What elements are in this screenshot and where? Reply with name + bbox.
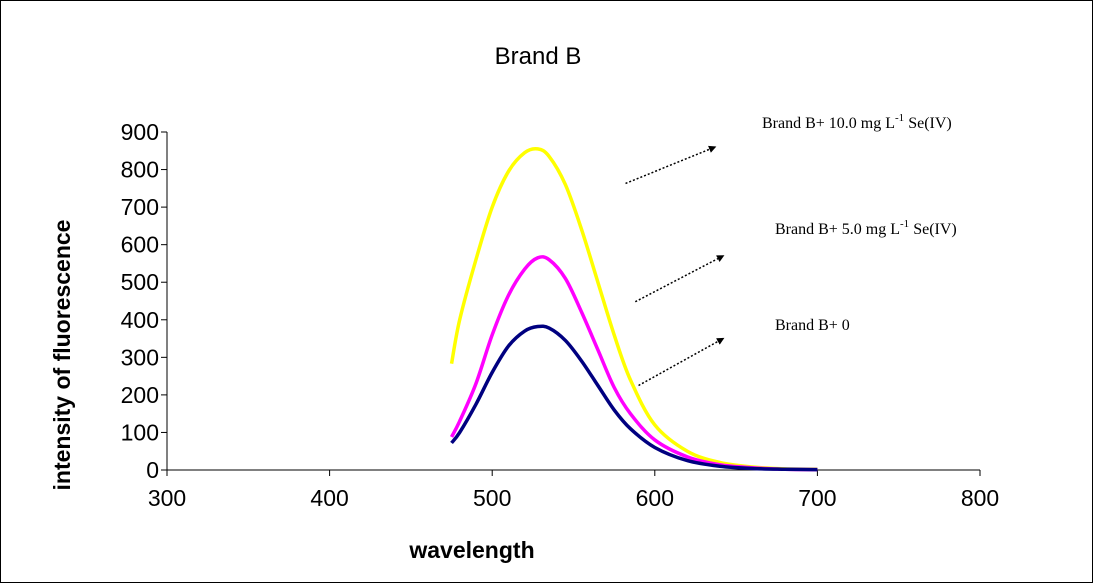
x-axis-label: wavelength bbox=[408, 537, 534, 563]
x-tick-label: 600 bbox=[636, 485, 674, 511]
y-tick-label: 400 bbox=[121, 307, 159, 333]
y-axis-label: intensity of fluorescence bbox=[49, 220, 75, 491]
x-tick-label: 300 bbox=[148, 485, 186, 511]
annotation-layer: Brand B+ 10.0 mg L-1 Se(IV) Brand B+ 5.0 … bbox=[625, 112, 957, 387]
y-tick-label: 0 bbox=[146, 457, 159, 483]
y-tick-label: 300 bbox=[121, 344, 159, 370]
y-tick-label: 800 bbox=[121, 157, 159, 183]
annotation-arrow-0 bbox=[625, 145, 717, 185]
series-line-1 bbox=[449, 255, 818, 472]
x-tick-label: 700 bbox=[798, 485, 836, 511]
chart-title: Brand B bbox=[495, 43, 582, 70]
axes: 0 100 200 300 400 500 600 700 800 900 300 400 500 600… bbox=[121, 119, 1000, 511]
annotation-label-2: Brand B+ 0 bbox=[775, 317, 850, 334]
annotation-arrow-2 bbox=[638, 337, 725, 387]
y-tick-label: 900 bbox=[121, 119, 159, 145]
y-tick-label: 500 bbox=[121, 269, 159, 295]
annotation-label-0: Brand B+ 10.0 mg L-1 Se(IV) bbox=[762, 112, 952, 132]
x-tick-label: 400 bbox=[310, 485, 348, 511]
series-layer bbox=[449, 146, 818, 472]
series-line-0 bbox=[449, 146, 818, 471]
x-tick-label: 500 bbox=[473, 485, 511, 511]
y-tick-label: 700 bbox=[121, 194, 159, 220]
series-line-2 bbox=[450, 324, 818, 472]
y-tick-label: 600 bbox=[121, 232, 159, 258]
annotation-arrow-1 bbox=[634, 255, 725, 303]
y-tick-label: 200 bbox=[121, 382, 159, 408]
annotation-label-1: Brand B+ 5.0 mg L-1 Se(IV) bbox=[775, 218, 957, 238]
y-tick-label: 100 bbox=[121, 419, 159, 445]
x-tick-label: 800 bbox=[961, 485, 999, 511]
